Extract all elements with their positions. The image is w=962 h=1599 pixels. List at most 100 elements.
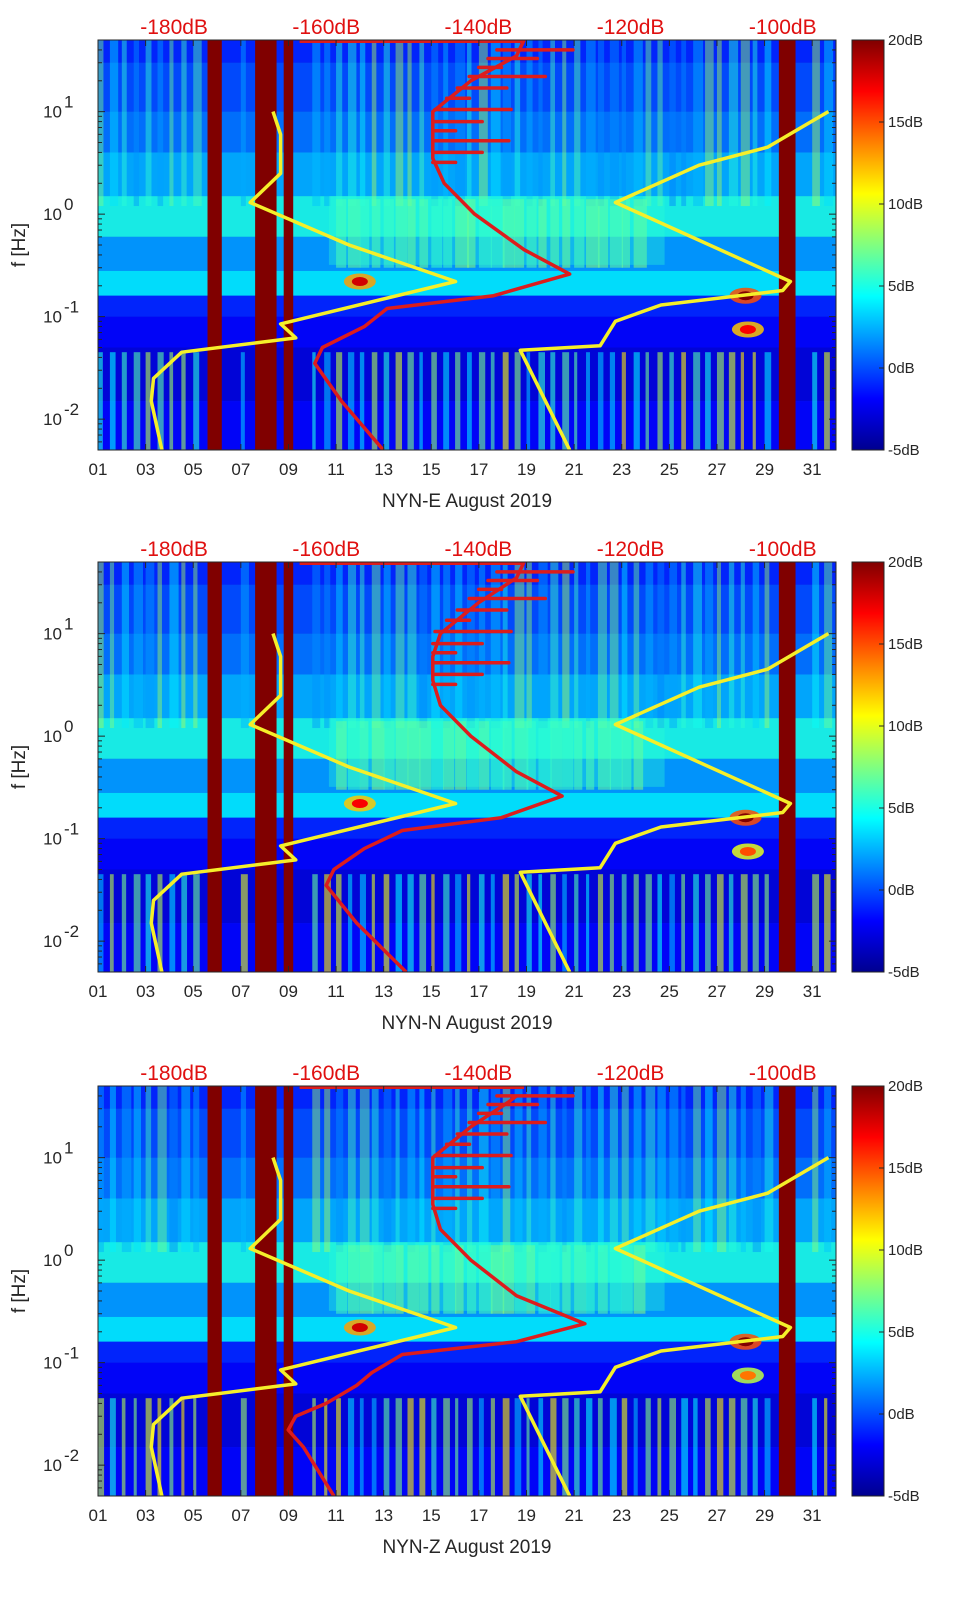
- daily-streak: [597, 562, 607, 729]
- daily-streak: [324, 40, 331, 207]
- daily-streak: [157, 40, 164, 207]
- red-spectrum-curve: [313, 40, 572, 450]
- daily-streak: [538, 1086, 547, 1253]
- frequency-band: [98, 817, 836, 839]
- daily-streak: [240, 1086, 247, 1253]
- daily-streak: [716, 1398, 724, 1496]
- hotspot: [351, 799, 368, 809]
- daily-streak: [443, 1398, 450, 1496]
- daily-streak: [550, 352, 556, 450]
- x-tick-label: 03: [136, 982, 155, 1001]
- daily-streak: [621, 1086, 629, 1253]
- daily-streak: [240, 40, 246, 207]
- daily-streak: [669, 1398, 677, 1496]
- data-gap-band: [283, 1086, 294, 1496]
- daily-streak: [431, 874, 435, 972]
- top-db-label: -100dB: [749, 1062, 817, 1085]
- daily-streak: [324, 352, 331, 450]
- daily-streak: [359, 352, 365, 450]
- x-tick-label: 07: [231, 982, 250, 1001]
- daily-streak: [657, 1398, 662, 1496]
- colorbar-label: 15dB: [888, 636, 923, 653]
- daily-streak: [371, 1398, 377, 1496]
- daily-streak: [514, 562, 525, 729]
- daily-streak: [383, 562, 391, 729]
- daily-streak: [812, 1086, 819, 1253]
- spectrogram-panel-3: 01 03 05 07 09 11 13 15 17 19 21 23 25 27 29 3110-210-1…: [9, 1062, 923, 1558]
- data-gap-band: [207, 562, 222, 972]
- daily-streak: [407, 40, 412, 207]
- daily-streak: [145, 352, 151, 450]
- daily-streak: [371, 1086, 379, 1253]
- daily-streak: [443, 352, 450, 450]
- yellow-noise-curve: [149, 1156, 830, 1496]
- daily-streak: [562, 1245, 571, 1314]
- x-tick-label: 27: [708, 982, 727, 1001]
- daily-streak: [705, 40, 714, 207]
- x-tick-label: 29: [755, 982, 774, 1001]
- daily-streak: [669, 1086, 679, 1253]
- y-axis-label: f [Hz]: [9, 1269, 30, 1313]
- daily-streak: [538, 562, 548, 729]
- daily-streak: [478, 874, 485, 972]
- daily-streak: [443, 874, 450, 972]
- y-tick-label: 10: [43, 308, 62, 327]
- daily-streak: [574, 1245, 587, 1314]
- daily-streak: [514, 874, 519, 972]
- daily-streak: [550, 1245, 560, 1314]
- daily-streak: [181, 1086, 191, 1253]
- daily-streak: [157, 874, 163, 972]
- daily-streak: [419, 1086, 425, 1253]
- daily-streak: [490, 352, 495, 450]
- daily-streak: [669, 874, 675, 972]
- daily-streak: [109, 352, 116, 450]
- x-tick-label: 09: [279, 460, 298, 479]
- daily-streak: [693, 1398, 698, 1496]
- daily-streak: [609, 199, 623, 268]
- daily-streak: [526, 40, 533, 207]
- daily-streak: [824, 1086, 832, 1253]
- data-gap-band: [255, 40, 277, 450]
- daily-streak: [609, 1245, 622, 1314]
- daily-streak: [467, 1398, 473, 1496]
- y-tick-label: 10: [43, 625, 62, 644]
- daily-streak: [193, 40, 202, 207]
- daily-streak: [609, 1398, 617, 1496]
- daily-streak: [609, 40, 619, 207]
- daily-streak: [752, 1398, 758, 1496]
- daily-streak: [193, 562, 198, 729]
- y-tick-label-exponent: 1: [64, 615, 73, 634]
- daily-streak: [574, 1086, 583, 1253]
- y-tick-label-exponent: 1: [64, 93, 73, 112]
- top-db-label: -120dB: [597, 16, 665, 39]
- daily-streak: [145, 40, 152, 207]
- daily-streak: [347, 562, 357, 729]
- daily-streak: [609, 874, 614, 972]
- daily-streak: [490, 562, 501, 729]
- daily-streak: [681, 562, 686, 729]
- x-tick-label: 25: [660, 982, 679, 1001]
- daily-streak: [693, 562, 702, 729]
- top-db-label: -100dB: [749, 16, 817, 39]
- y-tick-label: 10: [43, 103, 62, 122]
- daily-streak: [728, 352, 736, 450]
- daily-streak: [121, 1086, 132, 1253]
- daily-streak: [181, 1398, 185, 1496]
- y-axis-label: f [Hz]: [9, 745, 30, 789]
- plot-area: [98, 562, 836, 972]
- x-tick-label: 13: [374, 982, 393, 1001]
- x-tick-label: 03: [136, 460, 155, 479]
- daily-streak: [98, 874, 104, 972]
- daily-streak: [121, 1398, 126, 1496]
- data-gap-band: [207, 40, 222, 450]
- daily-streak: [133, 40, 140, 207]
- daily-streak: [336, 1398, 341, 1496]
- top-db-label: -120dB: [597, 538, 665, 561]
- top-db-label: -140dB: [445, 16, 513, 39]
- daily-streak: [431, 199, 443, 268]
- y-tick-label: 10: [43, 1251, 62, 1270]
- red-spectrum-curve: [286, 1094, 587, 1496]
- daily-streak: [312, 40, 321, 207]
- x-tick-label: 29: [755, 460, 774, 479]
- x-tick-label: 19: [517, 460, 536, 479]
